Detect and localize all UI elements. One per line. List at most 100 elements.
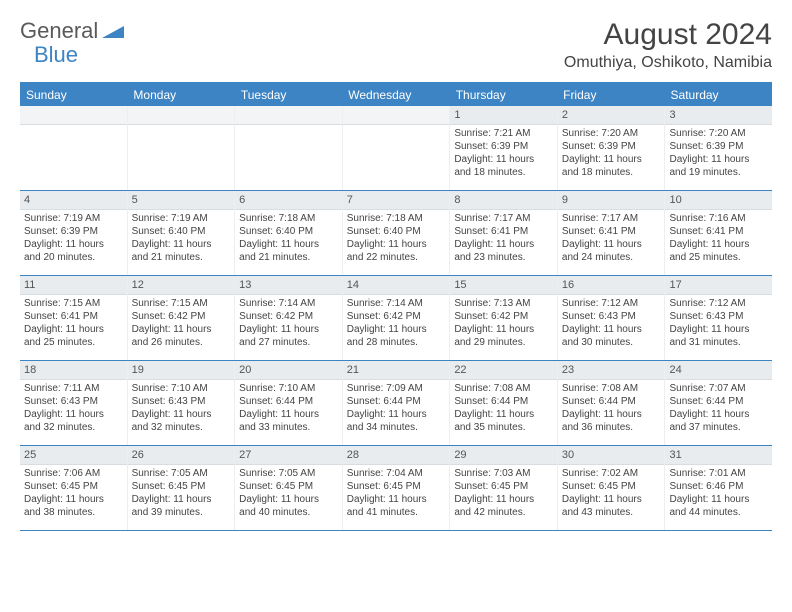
day-number: 9 bbox=[558, 191, 665, 210]
sunrise-text: Sunrise: 7:12 AM bbox=[669, 297, 768, 310]
sunrise-text: Sunrise: 7:20 AM bbox=[669, 127, 768, 140]
day-number: 21 bbox=[343, 361, 450, 380]
day-number: 16 bbox=[558, 276, 665, 295]
sunset-text: Sunset: 6:42 PM bbox=[347, 310, 446, 323]
sunset-text: Sunset: 6:45 PM bbox=[24, 480, 123, 493]
week-row: 1Sunrise: 7:21 AMSunset: 6:39 PMDaylight… bbox=[20, 106, 772, 191]
day-number: 18 bbox=[20, 361, 127, 380]
sunset-text: Sunset: 6:41 PM bbox=[669, 225, 768, 238]
sunrise-text: Sunrise: 7:05 AM bbox=[132, 467, 231, 480]
week-row: 4Sunrise: 7:19 AMSunset: 6:39 PMDaylight… bbox=[20, 191, 772, 276]
daylight-text: Daylight: 11 hours and 28 minutes. bbox=[347, 323, 446, 349]
day-number: 7 bbox=[343, 191, 450, 210]
day-number: 27 bbox=[235, 446, 342, 465]
day-number: 11 bbox=[20, 276, 127, 295]
title-block: August 2024 Omuthiya, Oshikoto, Namibia bbox=[564, 18, 772, 72]
sunset-text: Sunset: 6:39 PM bbox=[454, 140, 553, 153]
sunrise-text: Sunrise: 7:01 AM bbox=[669, 467, 768, 480]
day-number: 3 bbox=[665, 106, 772, 125]
weekday-header: Thursday bbox=[450, 84, 557, 106]
daylight-text: Daylight: 11 hours and 18 minutes. bbox=[454, 153, 553, 179]
sunset-text: Sunset: 6:45 PM bbox=[132, 480, 231, 493]
week-row: 11Sunrise: 7:15 AMSunset: 6:41 PMDayligh… bbox=[20, 276, 772, 361]
sunset-text: Sunset: 6:44 PM bbox=[562, 395, 661, 408]
day-number: 17 bbox=[665, 276, 772, 295]
sunset-text: Sunset: 6:39 PM bbox=[24, 225, 123, 238]
day-cell: 30Sunrise: 7:02 AMSunset: 6:45 PMDayligh… bbox=[558, 446, 666, 530]
sunset-text: Sunset: 6:45 PM bbox=[454, 480, 553, 493]
sunset-text: Sunset: 6:43 PM bbox=[132, 395, 231, 408]
daylight-text: Daylight: 11 hours and 44 minutes. bbox=[669, 493, 768, 519]
logo-text-general: General bbox=[20, 18, 98, 44]
daylight-text: Daylight: 11 hours and 25 minutes. bbox=[669, 238, 768, 264]
day-number: 6 bbox=[235, 191, 342, 210]
daylight-text: Daylight: 11 hours and 18 minutes. bbox=[562, 153, 661, 179]
day-number: 20 bbox=[235, 361, 342, 380]
sunset-text: Sunset: 6:44 PM bbox=[669, 395, 768, 408]
day-cell: 28Sunrise: 7:04 AMSunset: 6:45 PMDayligh… bbox=[343, 446, 451, 530]
daylight-text: Daylight: 11 hours and 31 minutes. bbox=[669, 323, 768, 349]
sunset-text: Sunset: 6:44 PM bbox=[454, 395, 553, 408]
sunset-text: Sunset: 6:45 PM bbox=[347, 480, 446, 493]
sunset-text: Sunset: 6:42 PM bbox=[454, 310, 553, 323]
day-number: 4 bbox=[20, 191, 127, 210]
day-number: 1 bbox=[450, 106, 557, 125]
day-number: 13 bbox=[235, 276, 342, 295]
day-number: 25 bbox=[20, 446, 127, 465]
day-number: 24 bbox=[665, 361, 772, 380]
sunrise-text: Sunrise: 7:05 AM bbox=[239, 467, 338, 480]
day-number: 26 bbox=[128, 446, 235, 465]
location-text: Omuthiya, Oshikoto, Namibia bbox=[564, 54, 772, 72]
sunrise-text: Sunrise: 7:21 AM bbox=[454, 127, 553, 140]
day-cell: 10Sunrise: 7:16 AMSunset: 6:41 PMDayligh… bbox=[665, 191, 772, 275]
day-cell: 14Sunrise: 7:14 AMSunset: 6:42 PMDayligh… bbox=[343, 276, 451, 360]
sunset-text: Sunset: 6:40 PM bbox=[239, 225, 338, 238]
day-cell: 17Sunrise: 7:12 AMSunset: 6:43 PMDayligh… bbox=[665, 276, 772, 360]
sunset-text: Sunset: 6:41 PM bbox=[24, 310, 123, 323]
sunset-text: Sunset: 6:44 PM bbox=[239, 395, 338, 408]
daylight-text: Daylight: 11 hours and 21 minutes. bbox=[132, 238, 231, 264]
day-number: 22 bbox=[450, 361, 557, 380]
sunset-text: Sunset: 6:42 PM bbox=[132, 310, 231, 323]
day-cell: 20Sunrise: 7:10 AMSunset: 6:44 PMDayligh… bbox=[235, 361, 343, 445]
weekday-header: Wednesday bbox=[342, 84, 449, 106]
daylight-text: Daylight: 11 hours and 30 minutes. bbox=[562, 323, 661, 349]
day-number: 19 bbox=[128, 361, 235, 380]
sunrise-text: Sunrise: 7:11 AM bbox=[24, 382, 123, 395]
day-cell: 19Sunrise: 7:10 AMSunset: 6:43 PMDayligh… bbox=[128, 361, 236, 445]
sunset-text: Sunset: 6:39 PM bbox=[562, 140, 661, 153]
day-number bbox=[343, 106, 450, 125]
weekday-header: Friday bbox=[557, 84, 664, 106]
daylight-text: Daylight: 11 hours and 39 minutes. bbox=[132, 493, 231, 519]
month-title: August 2024 bbox=[564, 18, 772, 52]
day-number: 29 bbox=[450, 446, 557, 465]
sunrise-text: Sunrise: 7:17 AM bbox=[454, 212, 553, 225]
day-number bbox=[20, 106, 127, 125]
sunset-text: Sunset: 6:46 PM bbox=[669, 480, 768, 493]
sunrise-text: Sunrise: 7:19 AM bbox=[24, 212, 123, 225]
daylight-text: Daylight: 11 hours and 23 minutes. bbox=[454, 238, 553, 264]
daylight-text: Daylight: 11 hours and 42 minutes. bbox=[454, 493, 553, 519]
day-cell: 25Sunrise: 7:06 AMSunset: 6:45 PMDayligh… bbox=[20, 446, 128, 530]
week-row: 18 Sunrise: 7:11 AM Sunset: 6:43 PM Dayligh… bbox=[20, 361, 772, 446]
logo-triangle-icon bbox=[102, 18, 124, 44]
day-number: 2 bbox=[558, 106, 665, 125]
week-row: 25Sunrise: 7:06 AMSunset: 6:45 PMDayligh… bbox=[20, 446, 772, 531]
weekday-header-row: SundayMondayTuesdayWednesdayThursdayFrid… bbox=[20, 84, 772, 106]
day-number: 10 bbox=[665, 191, 772, 210]
day-cell: 23Sunrise: 7:08 AMSunset: 6:44 PMDayligh… bbox=[558, 361, 666, 445]
day-number: 28 bbox=[343, 446, 450, 465]
day-cell bbox=[343, 106, 451, 190]
day-cell: 27Sunrise: 7:05 AMSunset: 6:45 PMDayligh… bbox=[235, 446, 343, 530]
day-cell: 9Sunrise: 7:17 AMSunset: 6:41 PMDaylight… bbox=[558, 191, 666, 275]
weekday-header: Monday bbox=[127, 84, 234, 106]
sunrise-text: Sunrise: 7:18 AM bbox=[347, 212, 446, 225]
sunrise-text: Sunrise: 7:19 AM bbox=[132, 212, 231, 225]
day-cell: 2Sunrise: 7:20 AMSunset: 6:39 PMDaylight… bbox=[558, 106, 666, 190]
day-cell: 8Sunrise: 7:17 AMSunset: 6:41 PMDaylight… bbox=[450, 191, 558, 275]
weekday-header: Saturday bbox=[665, 84, 772, 106]
daylight-text: Daylight: 11 hours and 33 minutes. bbox=[239, 408, 338, 434]
sunset-text: Sunset: 6:42 PM bbox=[239, 310, 338, 323]
day-cell: 7Sunrise: 7:18 AMSunset: 6:40 PMDaylight… bbox=[343, 191, 451, 275]
daylight-text: Daylight: 11 hours and 41 minutes. bbox=[347, 493, 446, 519]
